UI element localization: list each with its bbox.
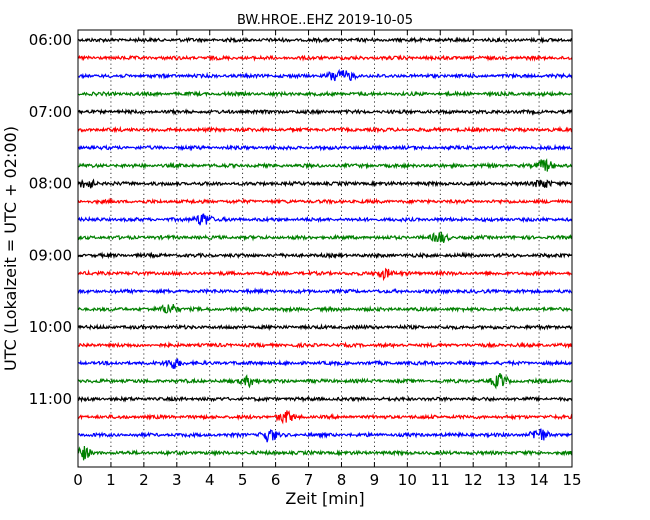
x-tick-label: 1 (106, 471, 116, 489)
y-axis-ticks: 06:00 07:00 08:00 09:00 10:00 11:00 (29, 31, 572, 408)
trace-0645 (77, 89, 573, 98)
x-tick-label: 11 (431, 471, 450, 489)
trace-0930 (77, 287, 573, 296)
chart-title: BW.HROE..EHZ 2019-10-05 (237, 13, 413, 28)
trace-1045 (77, 372, 573, 390)
trace-0845 (77, 231, 573, 244)
trace-0830 (77, 213, 573, 226)
x-tick-label: 2 (139, 471, 149, 489)
trace-0730 (77, 143, 573, 152)
trace-0700 (77, 107, 573, 116)
x-tick-label: 4 (205, 471, 215, 489)
seismic-traces (77, 36, 573, 461)
y-tick-label: 09:00 (29, 246, 72, 264)
trace-1015 (77, 341, 573, 349)
x-tick-label: 15 (562, 471, 581, 489)
x-tick-label: 14 (530, 471, 549, 489)
vertical-grid (110, 30, 540, 467)
x-tick-label: 5 (238, 471, 248, 489)
trace-0745 (77, 158, 573, 172)
trace-1115 (77, 410, 573, 425)
x-tick-label: 6 (271, 471, 281, 489)
x-tick-label: 10 (398, 471, 417, 489)
x-axis-ticks: 0 1 2 3 4 5 6 7 8 9 10 11 12 13 14 15 (73, 30, 582, 489)
x-tick-label: 3 (172, 471, 182, 489)
x-tick-label: 13 (497, 471, 516, 489)
trace-0615 (77, 54, 573, 62)
y-axis-title: UTC (Lokalzeit = UTC + 02:00) (1, 126, 20, 371)
trace-1030 (77, 358, 573, 369)
y-tick-label: 06:00 (29, 31, 72, 49)
trace-0800 (77, 178, 573, 189)
y-tick-label: 10:00 (29, 318, 72, 336)
plot-frame (77, 29, 573, 468)
x-tick-label: 7 (304, 471, 314, 489)
x-tick-label: 8 (337, 471, 347, 489)
trace-0630 (77, 68, 573, 82)
trace-1000 (77, 323, 573, 332)
trace-0600 (77, 36, 573, 44)
trace-0815 (77, 197, 573, 206)
x-tick-label: 12 (464, 471, 483, 489)
trace-0945 (77, 303, 573, 314)
trace-1100 (77, 395, 573, 403)
trace-1145 (77, 445, 573, 461)
x-axis-title: Zeit [min] (285, 489, 364, 508)
y-tick-label: 11:00 (29, 390, 72, 408)
trace-0715 (77, 125, 573, 134)
trace-0900 (77, 251, 573, 260)
y-tick-label: 07:00 (29, 103, 72, 121)
x-tick-label: 9 (370, 471, 380, 489)
trace-0915 (77, 267, 573, 282)
trace-1130 (77, 428, 573, 443)
y-tick-label: 08:00 (29, 175, 72, 193)
x-tick-label: 0 (73, 471, 83, 489)
